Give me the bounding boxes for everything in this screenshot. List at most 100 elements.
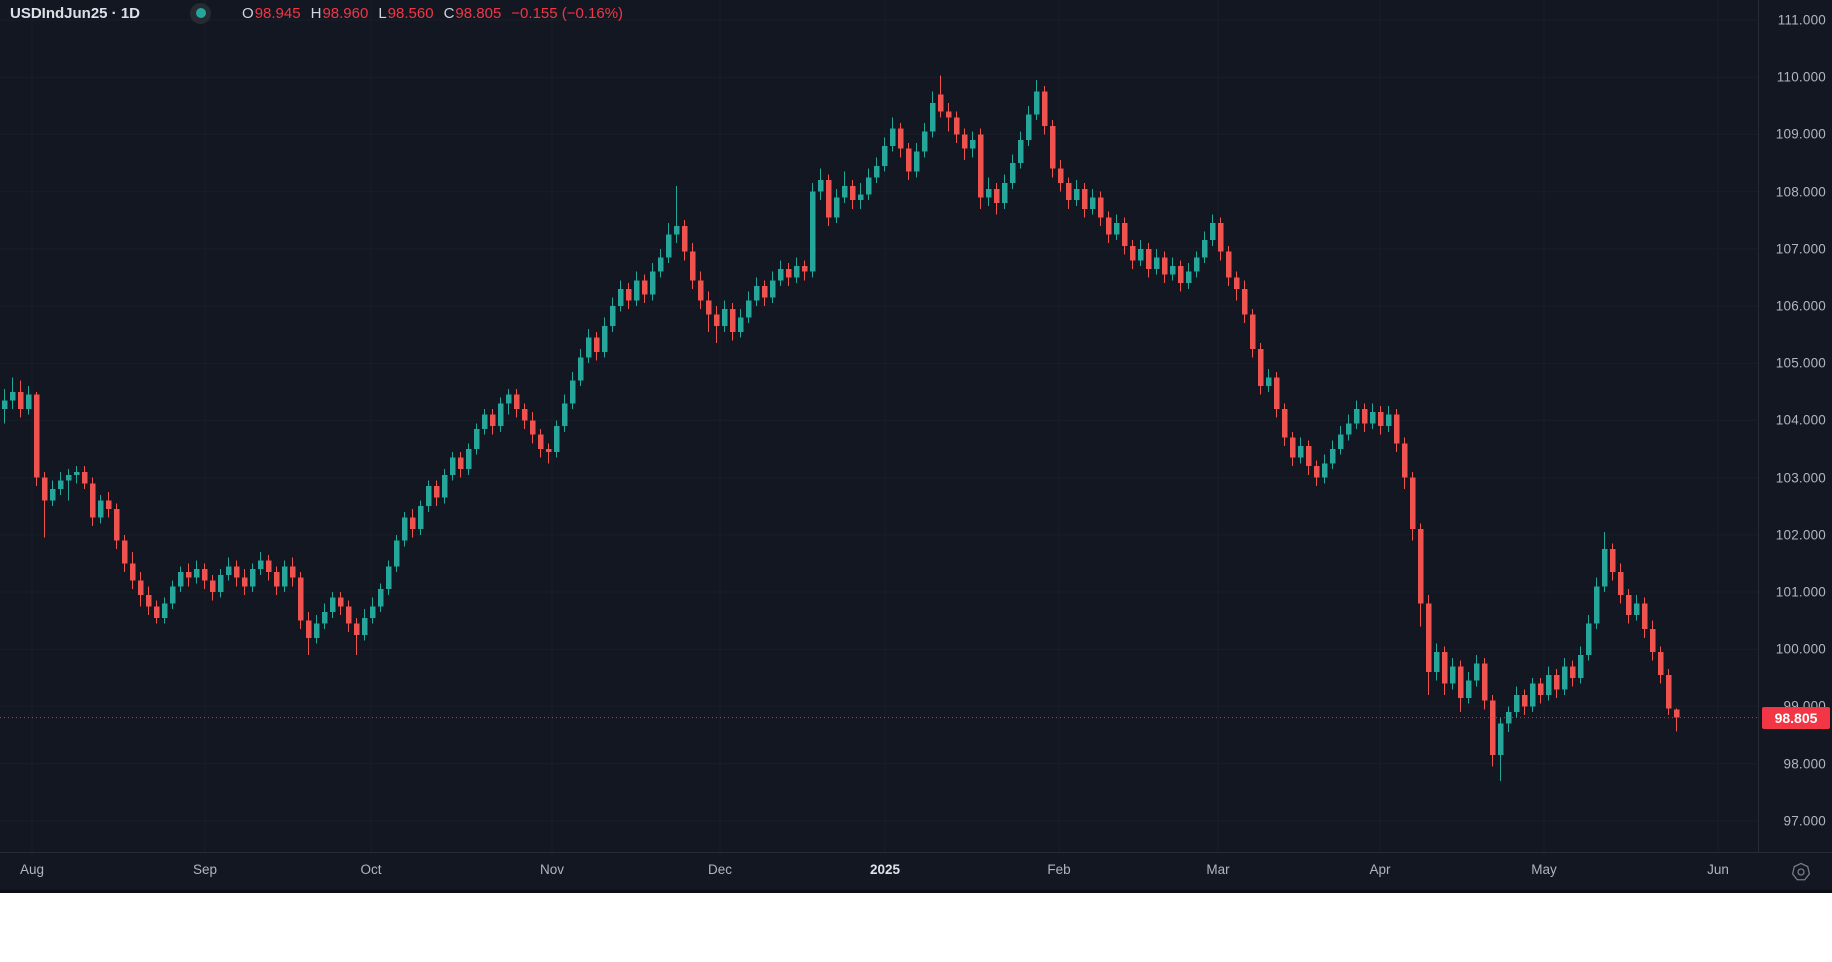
candle[interactable] xyxy=(1497,717,1504,781)
candle[interactable] xyxy=(1025,105,1032,146)
candle[interactable] xyxy=(737,308,744,338)
candle[interactable] xyxy=(409,509,416,538)
candle[interactable] xyxy=(761,280,768,307)
candle[interactable] xyxy=(649,263,656,301)
candle[interactable] xyxy=(833,188,840,224)
candle[interactable] xyxy=(201,563,208,590)
candle[interactable] xyxy=(185,563,192,587)
candle[interactable] xyxy=(1529,677,1536,713)
candle[interactable] xyxy=(113,503,120,550)
candle[interactable] xyxy=(1313,460,1320,487)
candle[interactable] xyxy=(1577,646,1584,684)
candle[interactable] xyxy=(1137,240,1144,266)
candle[interactable] xyxy=(1273,371,1280,418)
candle[interactable] xyxy=(169,580,176,610)
candle[interactable] xyxy=(1233,271,1240,301)
candle[interactable] xyxy=(81,466,88,490)
candle[interactable] xyxy=(1617,563,1624,604)
candle[interactable] xyxy=(729,303,736,341)
candle[interactable] xyxy=(1609,543,1616,581)
candle[interactable] xyxy=(1521,689,1528,715)
candle[interactable] xyxy=(361,609,368,641)
candle[interactable] xyxy=(33,391,40,487)
candle[interactable] xyxy=(713,306,720,344)
candle[interactable] xyxy=(1225,245,1232,286)
candle[interactable] xyxy=(1265,368,1272,392)
candle[interactable] xyxy=(1345,414,1352,441)
candle[interactable] xyxy=(1601,531,1608,593)
candle[interactable] xyxy=(345,600,352,633)
candle[interactable] xyxy=(1585,614,1592,661)
candle[interactable] xyxy=(1201,231,1208,264)
candle[interactable] xyxy=(97,494,104,524)
candle[interactable] xyxy=(865,168,872,201)
candle[interactable] xyxy=(961,128,968,161)
candle[interactable] xyxy=(745,291,752,324)
candle[interactable] xyxy=(697,271,704,309)
candle[interactable] xyxy=(9,377,16,409)
candle[interactable] xyxy=(1009,154,1016,189)
candle[interactable] xyxy=(1465,672,1472,704)
candle[interactable] xyxy=(1065,177,1072,209)
candle[interactable] xyxy=(769,271,776,304)
candle[interactable] xyxy=(329,592,336,618)
candle[interactable] xyxy=(177,566,184,593)
candle[interactable] xyxy=(369,597,376,624)
candle[interactable] xyxy=(841,171,848,204)
candle[interactable] xyxy=(1001,174,1008,209)
candle[interactable] xyxy=(1625,589,1632,624)
candle[interactable] xyxy=(1153,248,1160,275)
candle[interactable] xyxy=(1489,694,1496,767)
candle[interactable] xyxy=(1041,85,1048,135)
candle[interactable] xyxy=(857,183,864,209)
candle[interactable] xyxy=(1081,183,1088,218)
candle[interactable] xyxy=(1121,217,1128,255)
candle[interactable] xyxy=(337,592,344,615)
candle[interactable] xyxy=(1385,406,1392,432)
candle[interactable] xyxy=(953,111,960,143)
candle[interactable] xyxy=(1105,211,1112,244)
candle[interactable] xyxy=(1089,188,1096,215)
candle[interactable] xyxy=(1409,471,1416,541)
candle[interactable] xyxy=(513,388,520,418)
symbol-title[interactable]: USDIndJun25 · 1D xyxy=(10,4,141,22)
candle[interactable] xyxy=(1353,400,1360,429)
time-axis[interactable]: Aug Sep Oct Nov Dec 2025 Feb Mar Apr May Jun xyxy=(0,852,1832,890)
candle[interactable] xyxy=(17,380,24,418)
candle[interactable] xyxy=(1473,654,1480,687)
candle[interactable] xyxy=(753,277,760,307)
candle[interactable] xyxy=(305,612,312,655)
candle[interactable] xyxy=(1329,440,1336,470)
candle[interactable] xyxy=(1361,403,1368,432)
candlestick-chart[interactable] xyxy=(0,0,1758,852)
candle[interactable] xyxy=(217,569,224,598)
candle[interactable] xyxy=(681,220,688,261)
candle[interactable] xyxy=(1057,160,1064,192)
candle[interactable] xyxy=(1281,403,1288,447)
candle[interactable] xyxy=(529,411,536,444)
candle[interactable] xyxy=(1249,308,1256,358)
candle[interactable] xyxy=(1377,406,1384,435)
candle[interactable] xyxy=(825,174,832,226)
candle[interactable] xyxy=(1561,657,1568,695)
candle[interactable] xyxy=(569,371,576,409)
candle[interactable] xyxy=(561,394,568,432)
candle[interactable] xyxy=(1,388,8,424)
candle[interactable] xyxy=(161,597,168,624)
candle[interactable] xyxy=(1449,657,1456,690)
candle[interactable] xyxy=(1305,440,1312,475)
candle[interactable] xyxy=(193,560,200,584)
candle[interactable] xyxy=(505,388,512,415)
candle[interactable] xyxy=(1217,217,1224,261)
candle[interactable] xyxy=(1393,408,1400,452)
candle[interactable] xyxy=(873,157,880,184)
candle[interactable] xyxy=(809,183,816,278)
candle[interactable] xyxy=(441,469,448,504)
candle[interactable] xyxy=(1185,263,1192,289)
candle[interactable] xyxy=(281,560,288,593)
candle[interactable] xyxy=(353,617,360,655)
candle[interactable] xyxy=(1033,80,1040,121)
candle[interactable] xyxy=(241,569,248,595)
candle[interactable] xyxy=(297,572,304,630)
candle[interactable] xyxy=(665,223,672,264)
